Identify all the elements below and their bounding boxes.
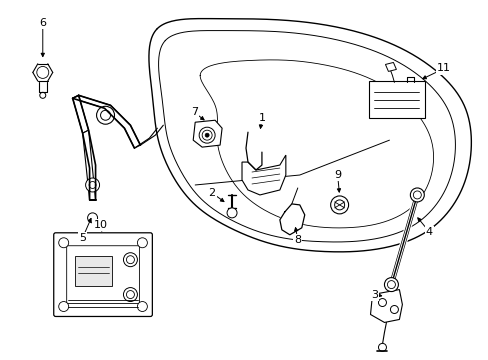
Text: 11: 11 [436, 63, 450, 73]
Circle shape [59, 238, 68, 248]
Circle shape [123, 253, 137, 267]
Circle shape [137, 302, 147, 311]
Polygon shape [82, 130, 95, 200]
Circle shape [199, 127, 215, 143]
Circle shape [96, 106, 114, 124]
Circle shape [205, 133, 209, 137]
FancyBboxPatch shape [368, 81, 425, 118]
Polygon shape [242, 155, 285, 195]
Text: 8: 8 [294, 235, 301, 245]
Polygon shape [370, 289, 402, 323]
Circle shape [123, 288, 137, 302]
Circle shape [409, 188, 424, 202]
Circle shape [384, 278, 398, 292]
Circle shape [378, 343, 386, 351]
Circle shape [137, 238, 147, 248]
Circle shape [59, 302, 68, 311]
Polygon shape [149, 19, 470, 252]
Circle shape [87, 213, 98, 223]
Text: 1: 1 [258, 113, 265, 123]
Text: 7: 7 [190, 107, 197, 117]
FancyBboxPatch shape [54, 233, 152, 316]
Circle shape [226, 208, 237, 218]
Polygon shape [73, 95, 140, 148]
Text: 10: 10 [93, 220, 107, 230]
Polygon shape [193, 120, 222, 147]
Polygon shape [385, 62, 396, 71]
Polygon shape [279, 204, 304, 235]
Circle shape [330, 196, 348, 214]
Text: 5: 5 [79, 233, 86, 243]
FancyBboxPatch shape [66, 246, 139, 303]
Polygon shape [73, 95, 88, 133]
FancyBboxPatch shape [75, 256, 111, 285]
Text: 3: 3 [370, 289, 377, 300]
Text: 6: 6 [39, 18, 46, 28]
Text: 2: 2 [208, 188, 215, 198]
Text: 4: 4 [425, 227, 432, 237]
Circle shape [85, 178, 100, 192]
Text: 9: 9 [333, 170, 341, 180]
